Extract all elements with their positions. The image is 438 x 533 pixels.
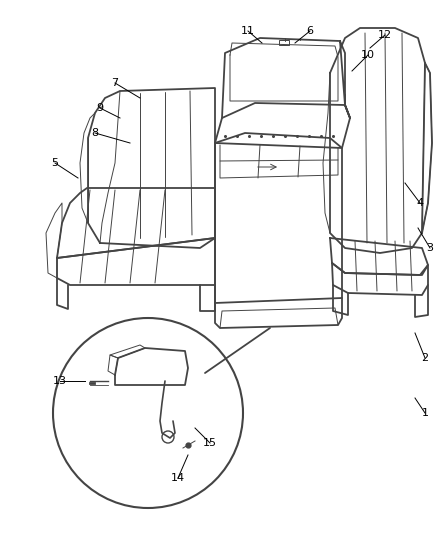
Text: 12: 12 <box>378 30 392 40</box>
Text: 8: 8 <box>92 128 99 138</box>
Text: 14: 14 <box>171 473 185 483</box>
Text: 3: 3 <box>427 243 434 253</box>
Text: 13: 13 <box>53 376 67 386</box>
Text: 9: 9 <box>96 103 103 113</box>
Text: 11: 11 <box>241 26 255 36</box>
Text: 15: 15 <box>203 438 217 448</box>
Text: 5: 5 <box>52 158 59 168</box>
Text: 7: 7 <box>111 78 119 88</box>
Text: 4: 4 <box>417 198 424 208</box>
Text: 2: 2 <box>421 353 428 363</box>
Bar <box>279 40 289 45</box>
Text: 1: 1 <box>421 408 428 418</box>
Text: 6: 6 <box>307 26 314 36</box>
Text: 10: 10 <box>361 50 375 60</box>
